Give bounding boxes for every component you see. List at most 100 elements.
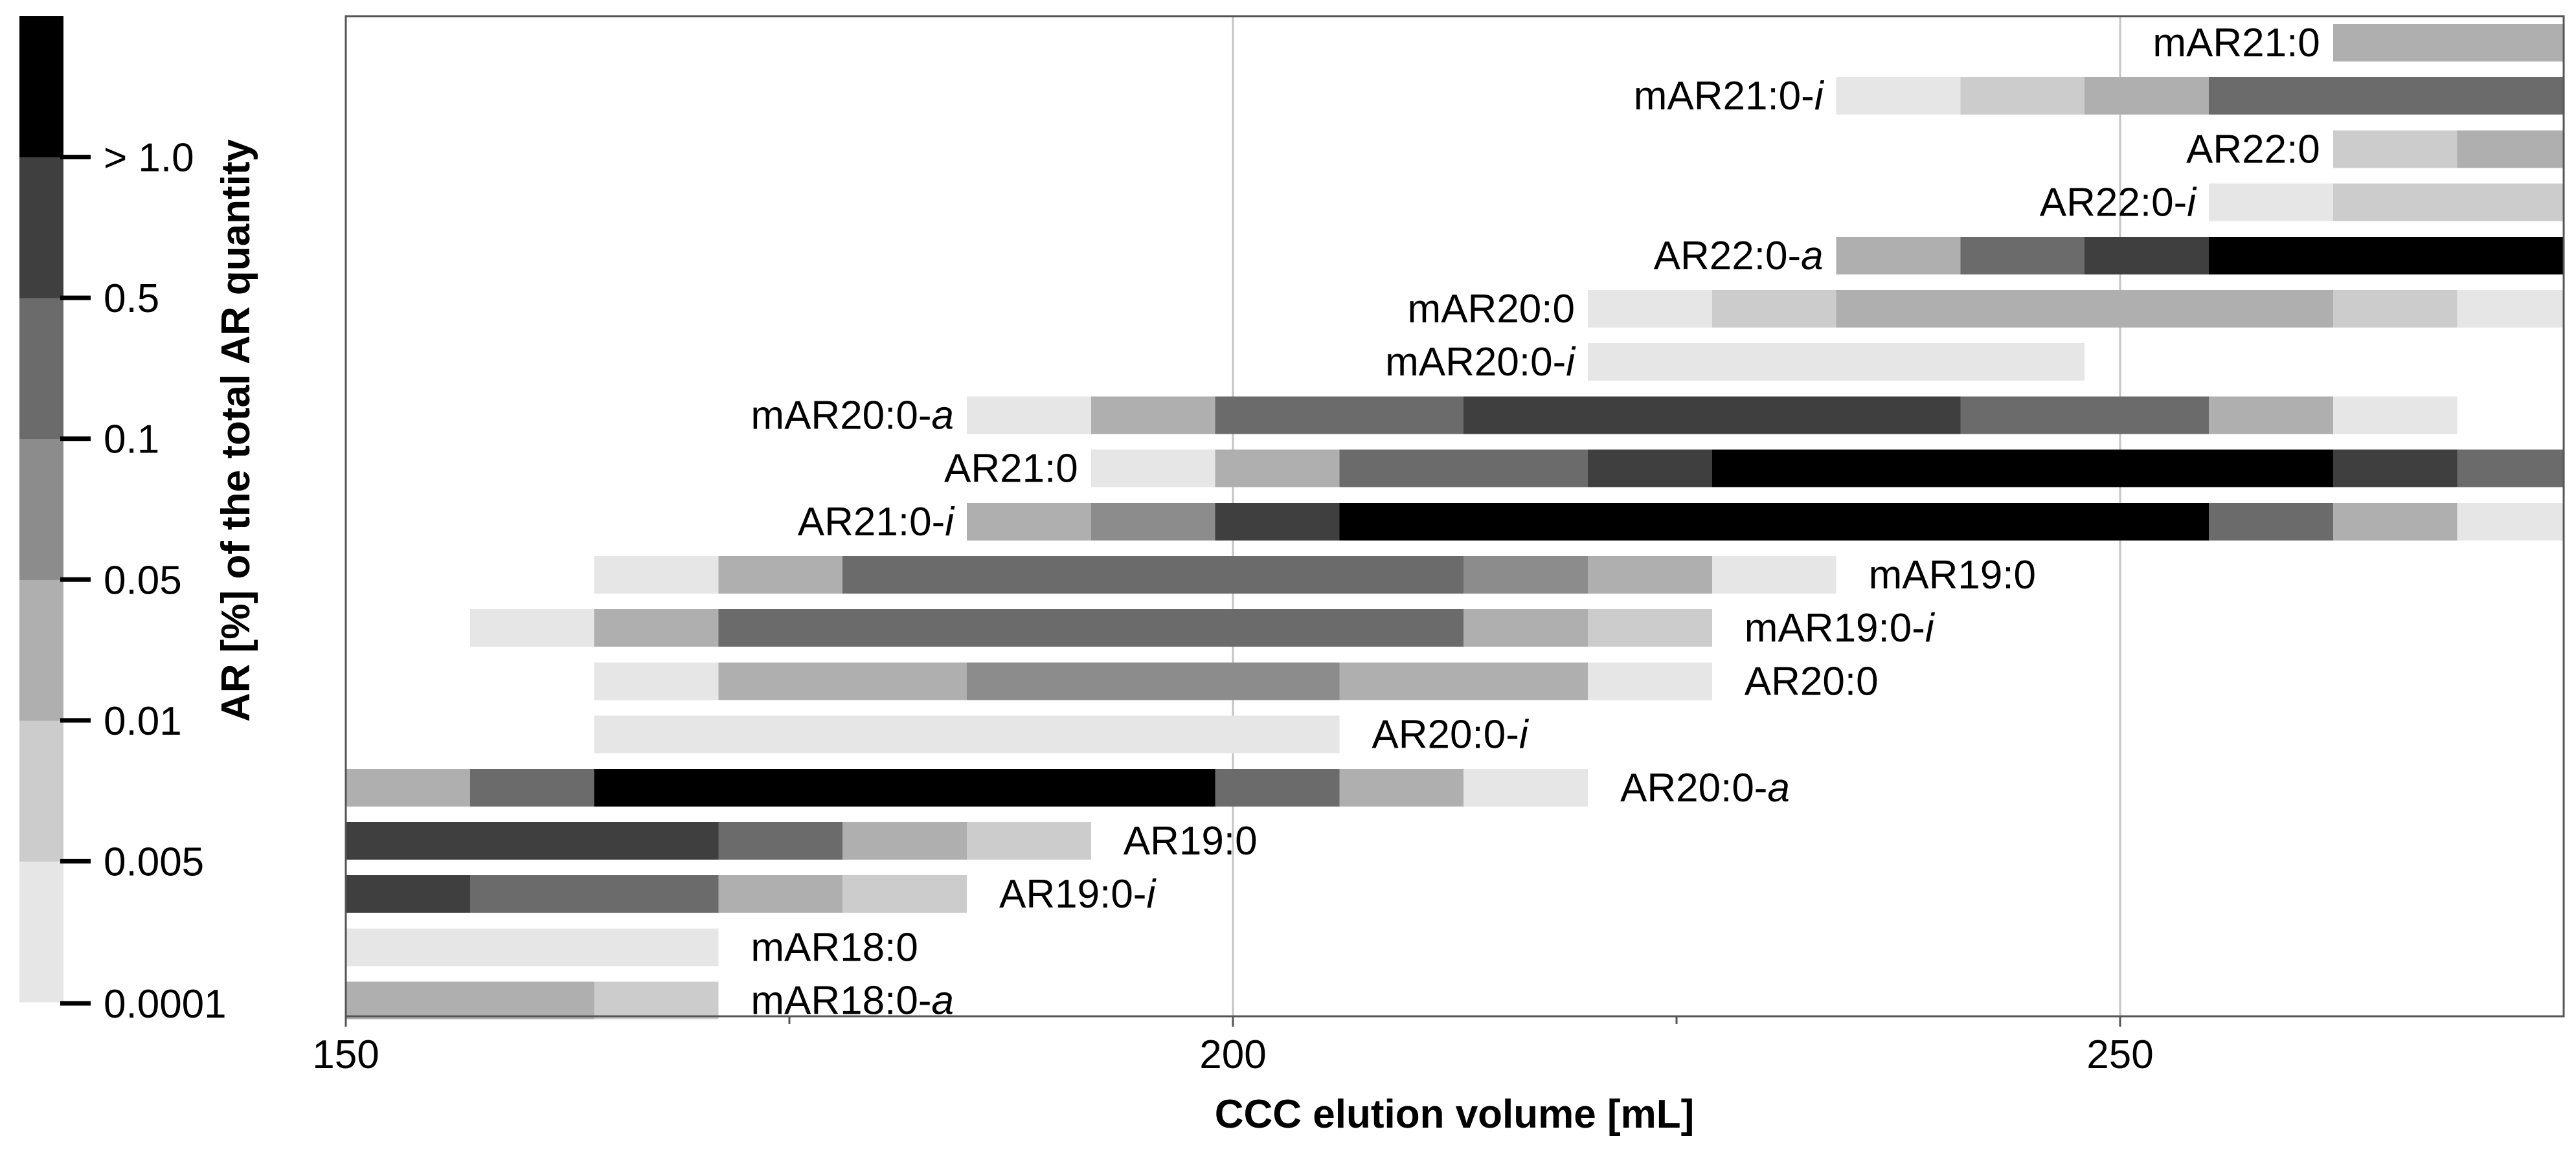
bar-segment: [1090, 502, 1215, 541]
series-AR20:0: [594, 662, 1712, 700]
bar-segment: [2209, 502, 2333, 541]
bar-segment: [594, 928, 719, 966]
legend-tick-label: > 1.0: [104, 136, 194, 181]
series-label: mAR19:0-i: [1745, 606, 1936, 651]
series-label: AR20:0-i: [1372, 713, 1529, 757]
bar-segment: [1463, 502, 1588, 541]
bar-segment: [1588, 343, 1712, 381]
bar-segment: [842, 822, 967, 860]
bar-segment: [469, 981, 594, 1020]
bar-segment: [1090, 449, 1215, 487]
bar-segment: [2457, 183, 2564, 221]
legend-swatch: [19, 438, 63, 580]
bar-segment: [1215, 768, 1340, 807]
series-label: AR21:0-i: [798, 500, 955, 544]
bar-segment: [967, 822, 1091, 860]
bar-segment: [1712, 290, 1836, 328]
bar-segment: [718, 875, 843, 913]
series-label: mAR19:0: [1869, 553, 2036, 597]
bar-segment: [2457, 236, 2564, 274]
bar-segment: [594, 609, 719, 647]
series-AR22:0-a: [1836, 236, 2564, 274]
bar-segment: [1588, 502, 1712, 541]
bar-segment: [842, 556, 967, 594]
bar-segment: [1090, 609, 1215, 647]
bar-segment: [2333, 77, 2457, 115]
series-mAR20:0-a: [967, 396, 2457, 434]
bar-segment: [1588, 609, 1712, 647]
bar-segment: [1463, 768, 1588, 807]
series-mAR19:0-i: [469, 609, 1712, 647]
bar-segment: [1463, 556, 1588, 594]
bar-segment: [1339, 662, 1464, 700]
bar-segment: [1836, 396, 1961, 434]
bar-segment: [967, 396, 1091, 434]
x-tick-label: 200: [1199, 1032, 1266, 1077]
bar-segment: [1215, 396, 1340, 434]
bar-segment: [1588, 449, 1712, 487]
bar-segment: [2333, 290, 2457, 328]
bar-segment: [594, 556, 719, 594]
bar-segment: [594, 822, 719, 860]
series-mAR20:0: [1588, 290, 2564, 328]
bar-segment: [718, 822, 843, 860]
bar-segment: [1215, 609, 1340, 647]
legend-tick-label: 0.05: [104, 558, 182, 603]
bar-segment: [718, 556, 843, 594]
bar-segment: [2209, 183, 2333, 221]
bar-segment: [2457, 449, 2564, 487]
bar-segment: [2333, 236, 2457, 274]
bar-segment: [594, 875, 719, 913]
bar-segment: [346, 875, 470, 913]
bar-segment: [1960, 502, 2085, 541]
bar-segment: [2333, 24, 2457, 61]
bar-segment: [2457, 77, 2564, 115]
series-label: mAR20:0: [1408, 287, 1575, 331]
series-label: AR20:0-a: [1620, 766, 1790, 810]
bar-segment: [967, 662, 1091, 700]
bar-segment: [1960, 396, 2085, 434]
bar-segment: [2457, 502, 2564, 541]
bar-segment: [1215, 556, 1340, 594]
bar-segment: [2085, 77, 2209, 115]
bar-segment: [1090, 662, 1215, 700]
series-mAR21:0-i: [1836, 77, 2564, 115]
bar-segment: [1836, 290, 1961, 328]
bar-segment: [1588, 290, 1712, 328]
bar-segment: [1836, 343, 1961, 381]
bar-segment: [2457, 290, 2564, 328]
bar-segment: [2333, 449, 2457, 487]
bar-segment: [594, 981, 719, 1020]
legend-swatch: [19, 157, 63, 298]
color-legend: 0.0001 0.005 0.01 0.05 0.1 0.5 > 1.0: [19, 16, 227, 1027]
bar-segment: [1339, 502, 1464, 541]
series-mAR20:0-i: [1588, 343, 2085, 381]
bar-segment: [346, 928, 470, 966]
bar-segment: [2209, 236, 2333, 274]
series-label: AR22:0-i: [2040, 181, 2197, 225]
bar-segment: [1463, 662, 1588, 700]
series-label: mAR21:0: [2152, 21, 2320, 65]
series-label: mAR18:0: [751, 925, 918, 970]
bar-segment: [1960, 290, 2085, 328]
series-label: AR20:0: [1745, 659, 1879, 704]
bar-segment: [346, 822, 470, 860]
series-AR21:0-i: [967, 502, 2564, 541]
bar-segment: [967, 768, 1091, 807]
bar-segment: [2333, 396, 2457, 434]
bar-segment: [842, 609, 967, 647]
series-label: mAR20:0-i: [1385, 340, 1576, 385]
bar-segment: [2085, 290, 2209, 328]
x-axis-title: CCC elution volume [mL]: [1215, 1092, 1695, 1137]
bar-segment: [346, 768, 470, 807]
series-mAR18:0-a: [346, 981, 719, 1020]
bar-segment: [2209, 77, 2333, 115]
bar-segment: [2457, 130, 2564, 168]
series-label: AR21:0: [944, 447, 1078, 491]
bar-segment: [1090, 768, 1215, 807]
bar-segment: [1836, 449, 1961, 487]
bar-segment: [967, 715, 1091, 753]
bar-segment: [1339, 556, 1464, 594]
series-label: mAR21:0-i: [1634, 74, 1825, 118]
